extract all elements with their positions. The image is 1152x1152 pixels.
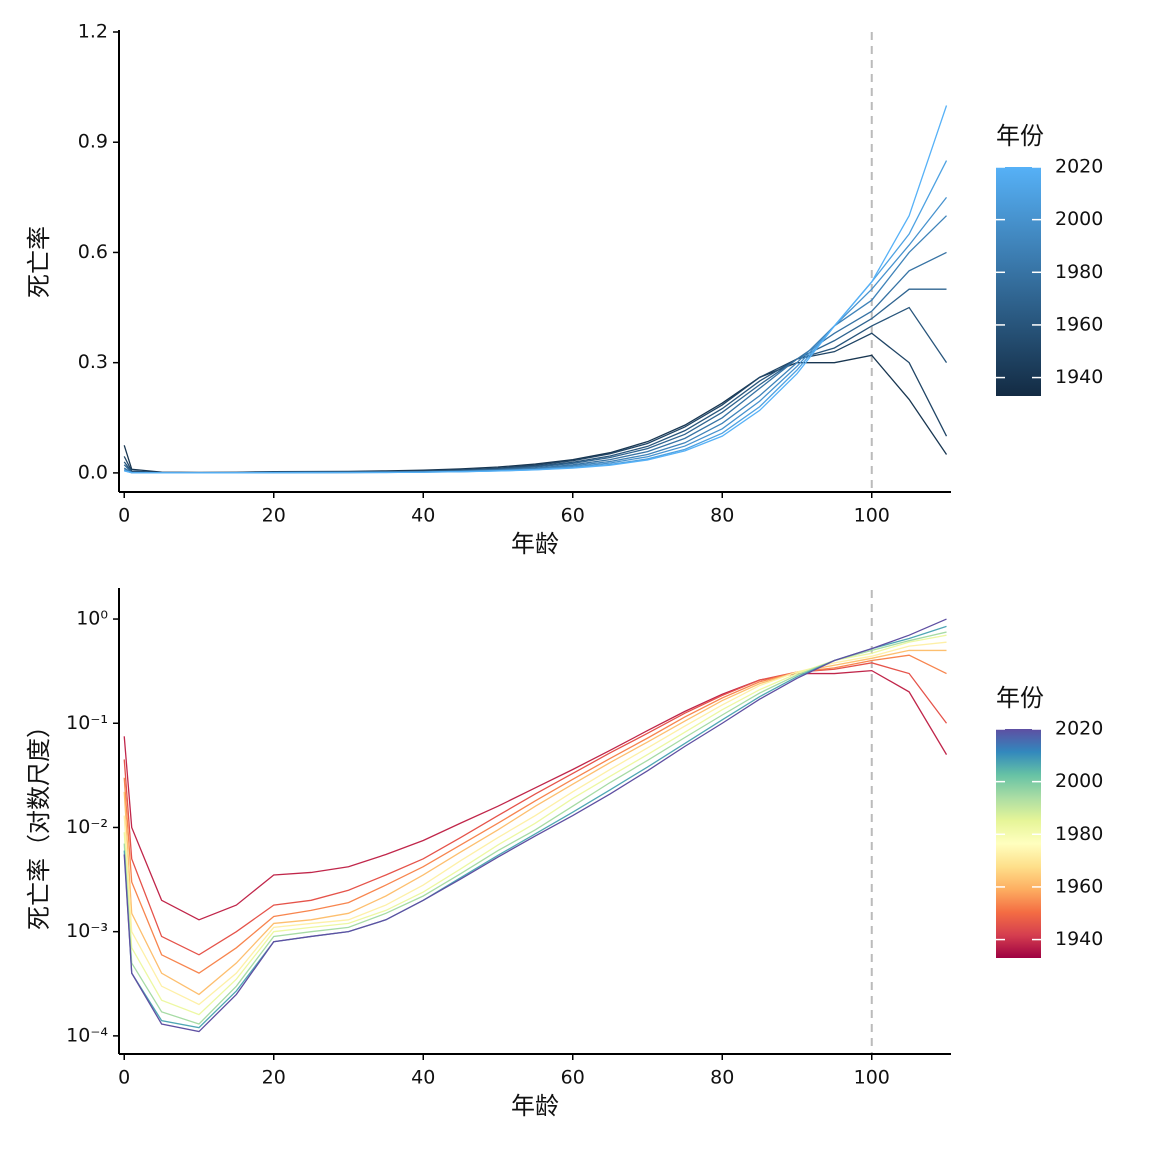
x-tick-label: 40 [411,1067,435,1089]
legend-tick-label: 2000 [1055,770,1103,792]
legend-tick-label: 1980 [1055,823,1103,845]
y-tick-label: 10⁻³ [66,920,108,942]
series-line [123,654,947,974]
series-line [124,160,948,474]
x-tick-label: 100 [854,505,890,527]
series-line [123,306,948,474]
y-tick-label: 10⁻² [66,816,108,838]
y-tick-label: 0.0 [78,461,108,483]
series-line [123,215,947,474]
series-line [123,662,948,956]
series-line [123,634,947,1016]
legend-tick-label: 1960 [1055,313,1103,335]
series-line [123,641,947,1006]
y-tick-label: 0.6 [78,241,108,263]
x-tick-label: 60 [561,1067,585,1089]
x-tick-label: 20 [262,1067,286,1089]
series-line [123,669,948,921]
y-tick-label: 0.9 [78,131,108,153]
legend-tick-label: 2000 [1055,208,1103,230]
series-line [123,618,947,1033]
series-line [123,625,947,1029]
series-line [123,354,948,474]
legend-tick-label: 1960 [1055,875,1103,897]
series-line [124,105,948,474]
y-tick-label: 0.3 [78,351,108,373]
x-tick-label: 100 [854,1067,890,1089]
x-tick-label: 0 [118,1067,130,1089]
x-tick-label: 20 [262,505,286,527]
series-line [123,288,947,474]
legend-tick-label: 2020 [1055,718,1103,740]
y-axis-title: 死亡率（对数尺度） [25,714,53,930]
legend-tick-label: 1980 [1055,261,1103,283]
y-tick-label: 10⁻¹ [66,712,108,734]
legend-title: 年份 [996,684,1044,712]
y-tick-label: 1.2 [78,21,108,43]
x-tick-label: 60 [561,505,585,527]
y-axis-title: 死亡率 [25,226,53,298]
y-tick-label: 10⁻⁴ [66,1024,108,1046]
legend-tick-label: 1940 [1055,928,1103,950]
series-line [124,196,948,474]
series-line [123,631,947,1025]
x-tick-label: 80 [710,505,734,527]
colorbar [996,729,1041,958]
x-axis-title: 年龄 [511,1092,559,1120]
colorbar [996,167,1041,396]
legend-tick-label: 2020 [1055,156,1103,178]
x-axis-title: 年龄 [511,530,559,558]
y-tick-label: 10⁰ [76,608,108,630]
series-line [123,332,948,474]
x-tick-label: 40 [411,505,435,527]
legend-tick-label: 1940 [1055,366,1103,388]
legend-title: 年份 [996,122,1044,150]
x-tick-label: 80 [710,1067,734,1089]
x-tick-label: 0 [118,505,130,527]
